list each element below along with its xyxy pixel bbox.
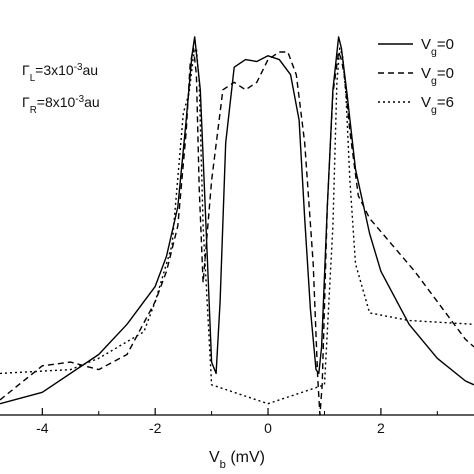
axes-layer: -4 -2 0 2 Vb (mV) — [0, 408, 474, 471]
legend-label-1: Vg=0 — [421, 36, 454, 58]
x-axis-title: Vb (mV) — [209, 449, 265, 471]
x-tick-label-1: -2 — [149, 420, 162, 436]
gamma-annotation-1: ΓL=3x10-3au — [22, 62, 98, 84]
x-tick-label-2: 0 — [264, 420, 272, 436]
series-layer — [0, 36, 474, 416]
series-line-1 — [0, 36, 474, 405]
x-tick-label-0: -4 — [36, 420, 49, 436]
x-tick-label-3: 2 — [377, 420, 385, 436]
legend-label-2: Vg=0 — [421, 65, 454, 87]
legend-label-3: Vg=6 — [421, 94, 454, 116]
annotation-layer: ΓL=3x10-3au ΓR=8x10-3au — [22, 62, 100, 116]
series-line-3 — [0, 47, 474, 405]
gamma-annotation-2: ΓR=8x10-3au — [22, 94, 100, 116]
legend-layer: Vg=0 Vg=0 Vg=6 — [378, 36, 454, 116]
